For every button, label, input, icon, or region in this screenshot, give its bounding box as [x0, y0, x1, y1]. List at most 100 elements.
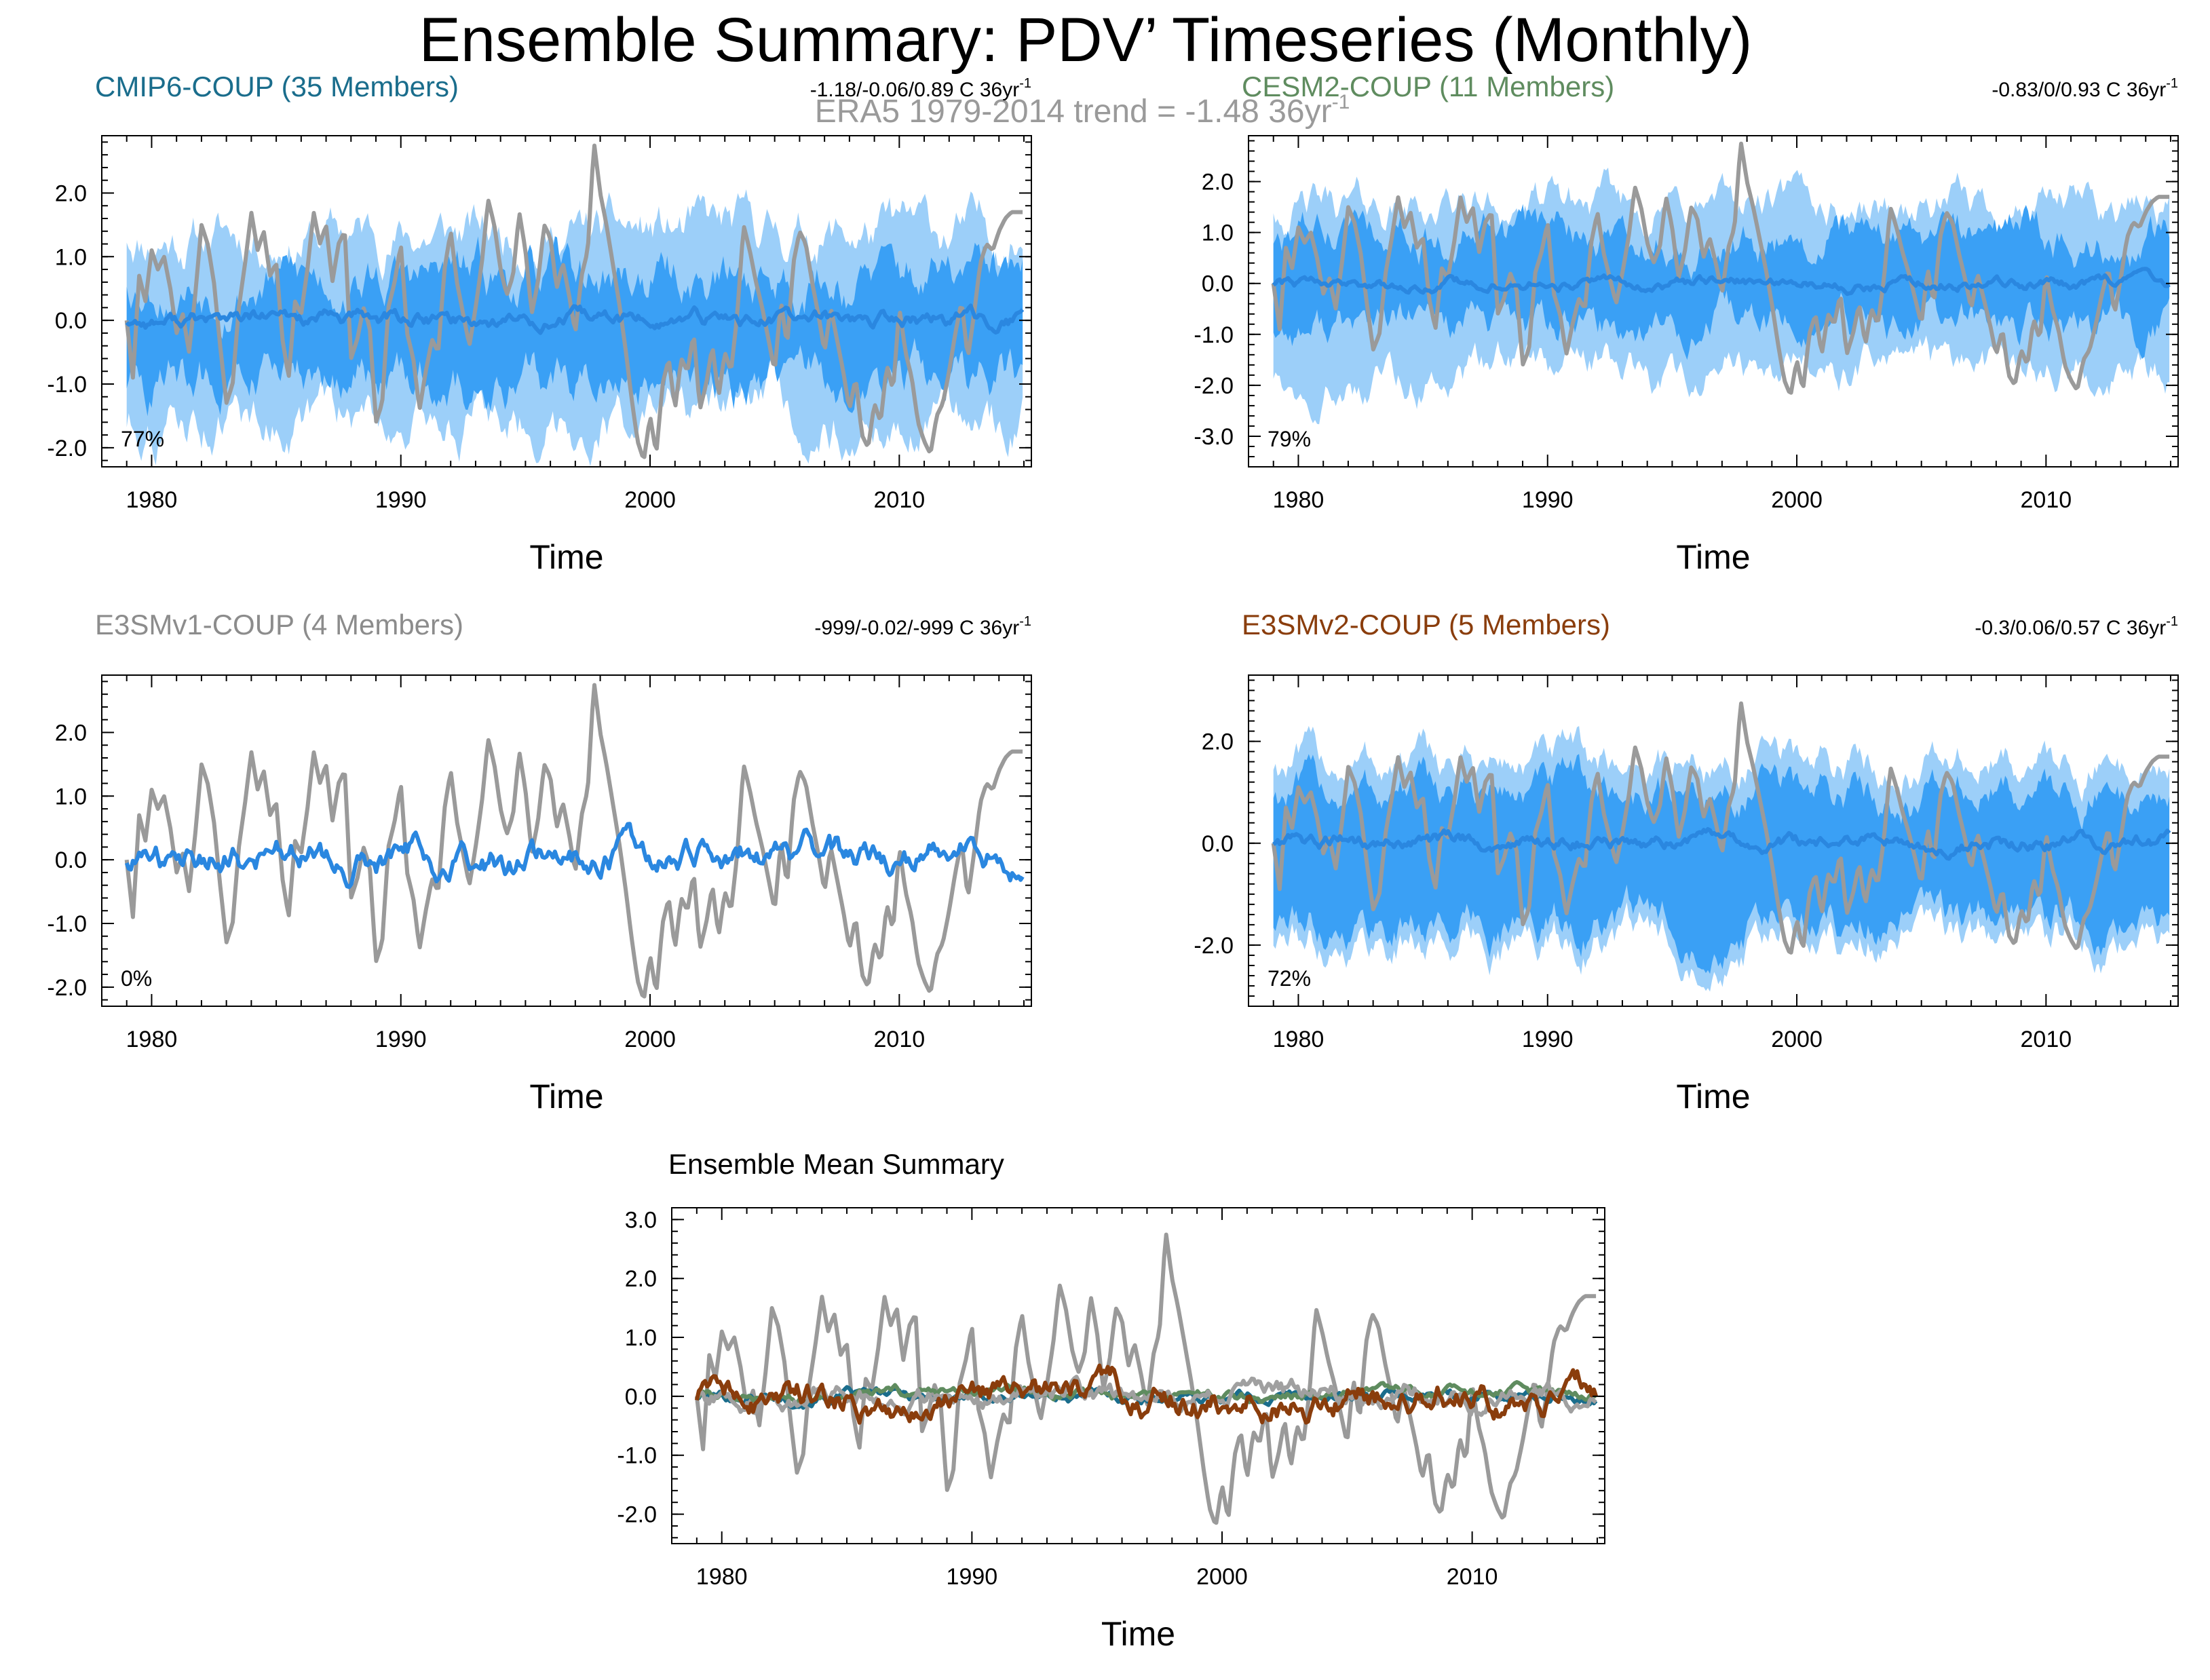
panel-cesm2: -0.83/0/0.93 C 36yr-1 1980 1990 2000 2010-3…	[1194, 71, 2179, 576]
pct-label-e3smv1: 0%	[121, 966, 152, 991]
panel-title-e3smv2: E3SMv2-COUP (5 Members)	[1242, 609, 1610, 641]
plot-area-e3smv2	[1271, 701, 2171, 992]
plot-area-cesm2	[1271, 141, 2171, 425]
y-tick-label-summary: -2.0	[617, 1502, 657, 1528]
y-tick-label-cesm2: 2.0	[1202, 170, 1234, 195]
pct-label-e3smv2: 72%	[1268, 966, 1311, 991]
plot-frame-summary	[671, 1207, 1605, 1544]
y-tick-label-e3smv2: -2.0	[1194, 933, 1234, 959]
trend-text-e3smv2: -0.3/0.06/0.57 C 36yr	[1975, 617, 2166, 639]
y-tick-label-cesm2: 0.0	[1202, 271, 1234, 297]
panel-title-cmip6: CMIP6-COUP (35 Members)	[95, 71, 459, 102]
plot-area-summary	[694, 1232, 1598, 1525]
x-tick-label-summary: 1980	[696, 1564, 748, 1590]
x-tick-label-cesm2: 1980	[1273, 487, 1325, 513]
obs-line-era5-e3smv1	[124, 683, 1023, 999]
y-tick-label-e3smv1: 2.0	[55, 720, 87, 746]
panel-title-e3smv1: E3SMv1-COUP (4 Members)	[95, 609, 463, 641]
y-tick-label-cmip6: 1.0	[55, 244, 87, 270]
ens-mean-line-cesm2	[1272, 267, 2171, 297]
y-tick-label-e3smv1: -2.0	[47, 975, 87, 1001]
ens-mean-line-e3smv1	[124, 822, 1025, 890]
plot-frame-e3smv1	[101, 674, 1032, 1007]
x-tick-label-e3smv2: 1990	[1522, 1027, 1574, 1052]
panel-e3smv2: -0.3/0.06/0.57 C 36yr-1 1980 1990 2000 2010…	[1194, 609, 2179, 1115]
x-axis-label-e3smv1: Time	[529, 1077, 603, 1115]
trend-label-cesm2: -0.83/0/0.93 C 36yr-1	[1992, 76, 2178, 101]
x-tick-label-cmip6: 2000	[624, 487, 676, 513]
plot-frame-cesm2	[1248, 135, 2179, 467]
x-tick-label-cesm2: 1990	[1522, 487, 1574, 513]
trend-exp-cmip6: -1	[1019, 76, 1031, 91]
panel-cmip6: -1.18/-0.06/0.89 C 36yr-1 1980 1990 2000 20…	[47, 71, 1032, 576]
figure-title: Ensemble Summary: PDV’ Timeseries (Month…	[419, 5, 1753, 75]
pct-label-cesm2: 79%	[1268, 427, 1311, 451]
y-tick-label-e3smv1: -1.0	[47, 911, 87, 937]
y-tick-label-cmip6: -1.0	[47, 372, 87, 398]
trend-exp-e3smv2: -1	[2166, 614, 2178, 629]
x-axis-label-cmip6: Time	[529, 538, 603, 576]
trend-exp-cesm2: -1	[2166, 76, 2178, 91]
x-tick-label-summary: 2000	[1196, 1564, 1248, 1590]
x-tick-label-cmip6: 2010	[874, 487, 926, 513]
trend-text-e3smv1: -999/-0.02/-999 C 36yr	[814, 617, 1019, 639]
y-tick-label-cesm2: -1.0	[1194, 322, 1234, 348]
era5-trend-subtitle-text: ERA5 1979-2014 trend = -1.48 36yr	[815, 94, 1332, 130]
era5-trend-subtitle: ERA5 1979-2014 trend = -1.48 36yr-1	[815, 91, 1350, 130]
y-tick-label-cmip6: -2.0	[47, 436, 87, 461]
pct-label-cmip6: 77%	[121, 427, 164, 451]
era5-trend-subtitle-exp: -1	[1332, 91, 1350, 113]
plot-frame-e3smv2	[1248, 674, 2179, 1007]
x-tick-label-summary: 2010	[1447, 1564, 1498, 1590]
x-axis-label-summary: Time	[1101, 1615, 1175, 1653]
panel-title-summary: Ensemble Mean Summary	[668, 1148, 1004, 1180]
y-tick-label-e3smv2: 2.0	[1202, 729, 1234, 755]
x-tick-label-cesm2: 2000	[1771, 487, 1823, 513]
y-tick-label-e3smv1: 1.0	[55, 784, 87, 809]
trend-text-cesm2: -0.83/0/0.93 C 36yr	[1992, 79, 2166, 101]
ens-mean-line-e3smv2-coup	[694, 1363, 1598, 1425]
y-tick-label-cesm2: -2.0	[1194, 373, 1234, 399]
x-tick-label-e3smv1: 1990	[375, 1027, 427, 1052]
trend-label-cmip6: -1.18/-0.06/0.89 C 36yr-1	[810, 76, 1031, 101]
x-tick-label-cmip6: 1980	[126, 487, 178, 513]
y-tick-label-e3smv2: 0.0	[1202, 831, 1234, 857]
x-tick-label-e3smv2: 1980	[1273, 1027, 1325, 1052]
x-axis-label-e3smv2: Time	[1676, 1077, 1750, 1115]
y-tick-label-summary: 0.0	[625, 1384, 657, 1410]
x-tick-label-e3smv1: 2000	[624, 1027, 676, 1052]
plot-area-e3smv1	[124, 683, 1025, 999]
spread-band-inner-e3smv2	[1273, 754, 2170, 974]
plot-frame-cmip6	[101, 135, 1032, 467]
plot-area-cmip6	[124, 143, 1025, 467]
x-tick-label-e3smv1: 1980	[126, 1027, 178, 1052]
y-tick-label-summary: 2.0	[625, 1266, 657, 1292]
trend-exp-e3smv1: -1	[1019, 614, 1031, 629]
x-axis-label-cesm2: Time	[1676, 538, 1750, 576]
x-tick-label-cesm2: 2010	[2021, 487, 2072, 513]
y-tick-label-summary: -1.0	[617, 1443, 657, 1469]
panel-title-cesm2: CESM2-COUP (11 Members)	[1242, 71, 1614, 102]
panel-summary: 1980 1990 2000 2010 -2.0 -1.0 0.0 1.0 2.0 3.0 Time…	[617, 1148, 1605, 1653]
trend-label-e3smv1: -999/-0.02/-999 C 36yr-1	[814, 614, 1031, 639]
y-tick-label-cmip6: 0.0	[55, 308, 87, 334]
obs-line-era5-cesm2	[1271, 141, 2170, 395]
trend-text-cmip6: -1.18/-0.06/0.89 C 36yr	[810, 79, 1020, 101]
y-tick-label-summary: 3.0	[625, 1207, 657, 1233]
ens-mean-line-e3smv2	[1272, 827, 2171, 861]
trend-label-e3smv2: -0.3/0.06/0.57 C 36yr-1	[1975, 614, 2178, 639]
y-tick-label-e3smv1: 0.0	[55, 847, 87, 873]
y-tick-label-cesm2: 1.0	[1202, 221, 1234, 246]
obs-line-era5-cmip6	[124, 143, 1023, 459]
x-tick-label-e3smv1: 2010	[874, 1027, 926, 1052]
x-tick-label-e3smv2: 2000	[1771, 1027, 1823, 1052]
y-tick-label-cesm2: -3.0	[1194, 424, 1234, 450]
x-tick-label-e3smv2: 2010	[2021, 1027, 2072, 1052]
y-tick-label-cmip6: 2.0	[55, 180, 87, 206]
ens-mean-line-cmip6	[125, 303, 1025, 335]
obs-line-era5-e3smv2	[1271, 701, 2170, 955]
x-tick-label-cmip6: 1990	[375, 487, 427, 513]
y-tick-label-summary: 1.0	[625, 1325, 657, 1351]
x-tick-label-summary: 1990	[947, 1564, 998, 1590]
